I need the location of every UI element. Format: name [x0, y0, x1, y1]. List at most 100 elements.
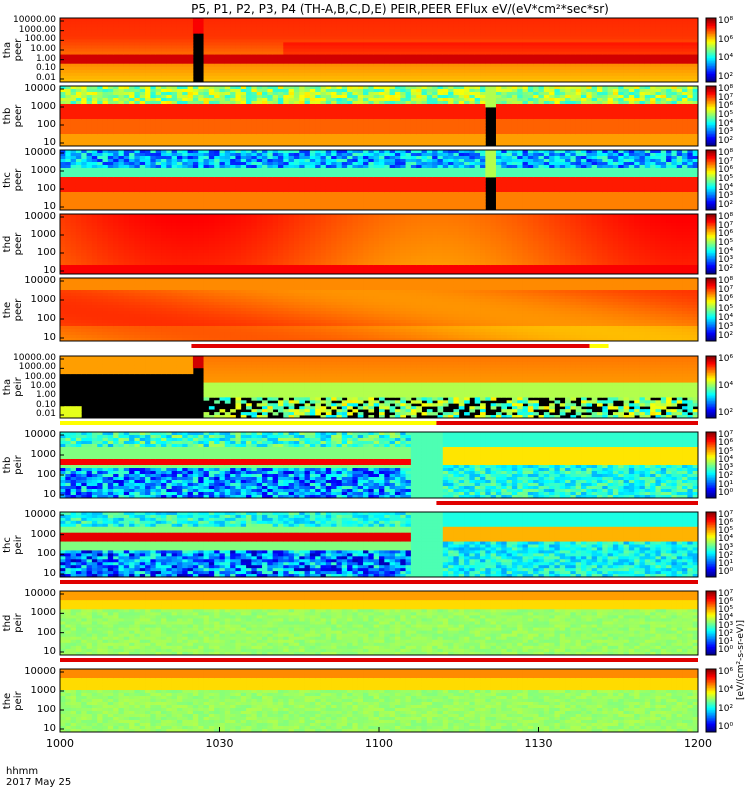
spectrogram-cell [368, 48, 374, 51]
spectrogram-cell [565, 33, 571, 36]
spectrogram-cell [677, 107, 683, 110]
spectrogram-cell [475, 95, 481, 98]
spectrogram-cell [645, 107, 651, 110]
spectrogram-cell [597, 101, 603, 104]
spectrogram-cell [209, 33, 215, 36]
spectrogram-cell [230, 113, 236, 116]
spectrogram-cell [278, 45, 284, 48]
spectrogram-cell [198, 104, 204, 107]
spectrogram-cell [427, 110, 433, 113]
spectrogram-cell [390, 76, 396, 79]
spectrogram-cell [475, 33, 481, 36]
spectrogram-cell [214, 101, 220, 104]
spectrogram-cell [326, 70, 332, 73]
spectrogram-cell [235, 64, 241, 67]
spectrogram-cell [182, 137, 188, 140]
spectrogram-cell [251, 86, 257, 89]
spectrogram-cell [650, 140, 656, 143]
spectrogram-cell [177, 122, 183, 125]
spectrogram-cell [395, 27, 401, 30]
spectrogram-cell [108, 30, 114, 33]
spectrogram-cell [618, 86, 624, 89]
spectrogram-cell [315, 95, 321, 98]
spectrogram-cell [602, 134, 608, 137]
spectrogram-cell [661, 76, 667, 79]
spectrogram-cell [299, 21, 305, 24]
status-bar-segment [60, 501, 436, 505]
spectrogram-cell [459, 128, 465, 131]
spectrogram-cell [209, 110, 215, 113]
spectrogram-cell [310, 48, 316, 51]
spectrogram-cell [60, 36, 66, 39]
spectrogram-cell [246, 61, 252, 64]
spectrogram-cell [624, 42, 630, 45]
spectrogram-cell [81, 24, 87, 27]
spectrogram-cell [294, 24, 300, 27]
spectrogram-cell [459, 21, 465, 24]
spectrogram-cell [384, 125, 390, 128]
spectrogram-cell [581, 67, 587, 70]
spectrogram-cell [188, 104, 194, 107]
spectrogram-cell [655, 140, 661, 143]
spectrogram-cell [485, 21, 491, 24]
spectrogram-cell [289, 76, 295, 79]
spectrogram-cell [544, 61, 550, 64]
spectrogram-cell [384, 104, 390, 107]
spectrogram-cell [634, 58, 640, 61]
spectrogram-cell [671, 73, 677, 76]
spectrogram-cell [118, 137, 124, 140]
spectrogram-cell [342, 58, 348, 61]
spectrogram-cell [347, 125, 353, 128]
spectrogram-cell [188, 113, 194, 116]
spectrogram-cell [315, 140, 321, 143]
spectrogram-cell [528, 73, 534, 76]
spectrogram-cell [193, 27, 199, 30]
spectrogram-cell [172, 18, 178, 21]
spectrogram-cell [496, 64, 502, 67]
spectrogram-cell [352, 131, 358, 134]
spectrogram-cell [374, 110, 380, 113]
spectrogram-cell [294, 18, 300, 21]
spectrogram-cell [283, 33, 289, 36]
spectrogram-cell [289, 67, 295, 70]
spectrogram-cell [624, 122, 630, 125]
spectrogram-cell [411, 86, 417, 89]
spectrogram-cell [251, 110, 257, 113]
spectrogram-cell [560, 119, 566, 122]
spectrogram-cell [87, 67, 93, 70]
spectrogram-cell [289, 86, 295, 89]
spectrogram-cell [608, 24, 614, 27]
spectrogram-cell [501, 58, 507, 61]
spectrogram-cell [682, 39, 688, 42]
spectrogram-cell [172, 67, 178, 70]
spectrogram-cell [475, 61, 481, 64]
spectrogram-cell [395, 113, 401, 116]
spectrogram-cell [108, 70, 114, 73]
spectrogram-cell [682, 104, 688, 107]
spectrogram-cell [416, 70, 422, 73]
spectrogram-cell [437, 110, 443, 113]
spectrogram-cell [342, 39, 348, 42]
spectrogram-cell [129, 76, 135, 79]
spectrogram-cell [235, 137, 241, 140]
spectrogram-cell [363, 67, 369, 70]
spectrogram-cell [150, 104, 156, 107]
spectrogram-cell [602, 55, 608, 58]
spectrogram-cell [512, 21, 518, 24]
spectrogram-cell [496, 18, 502, 21]
spectrogram-cell [390, 128, 396, 131]
spectrogram-cell [257, 21, 263, 24]
spectrogram-cell [140, 39, 146, 42]
spectrogram-cell [581, 104, 587, 107]
spectrogram-cell [76, 48, 82, 51]
spectrogram-cell [645, 33, 651, 36]
spectrogram-cell [469, 24, 475, 27]
spectrogram-cell [655, 119, 661, 122]
spectrogram-cell [310, 39, 316, 42]
spectrogram-cell [262, 113, 268, 116]
spectrogram-cell [592, 52, 598, 55]
spectrogram-cell [182, 104, 188, 107]
spectrogram-cell [331, 76, 337, 79]
spectrogram-cell [602, 61, 608, 64]
spectrogram-cell [443, 107, 449, 110]
